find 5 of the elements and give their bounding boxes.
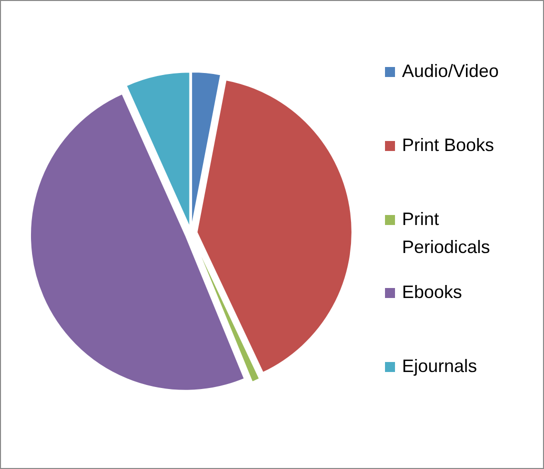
legend-label: Print Books [402,135,494,155]
legend-label: Ejournals [402,356,478,376]
legend-label: Audio/Video [402,61,499,81]
legend-label: Print Periodicals [402,209,490,257]
legend-label: Ebooks [402,282,462,302]
